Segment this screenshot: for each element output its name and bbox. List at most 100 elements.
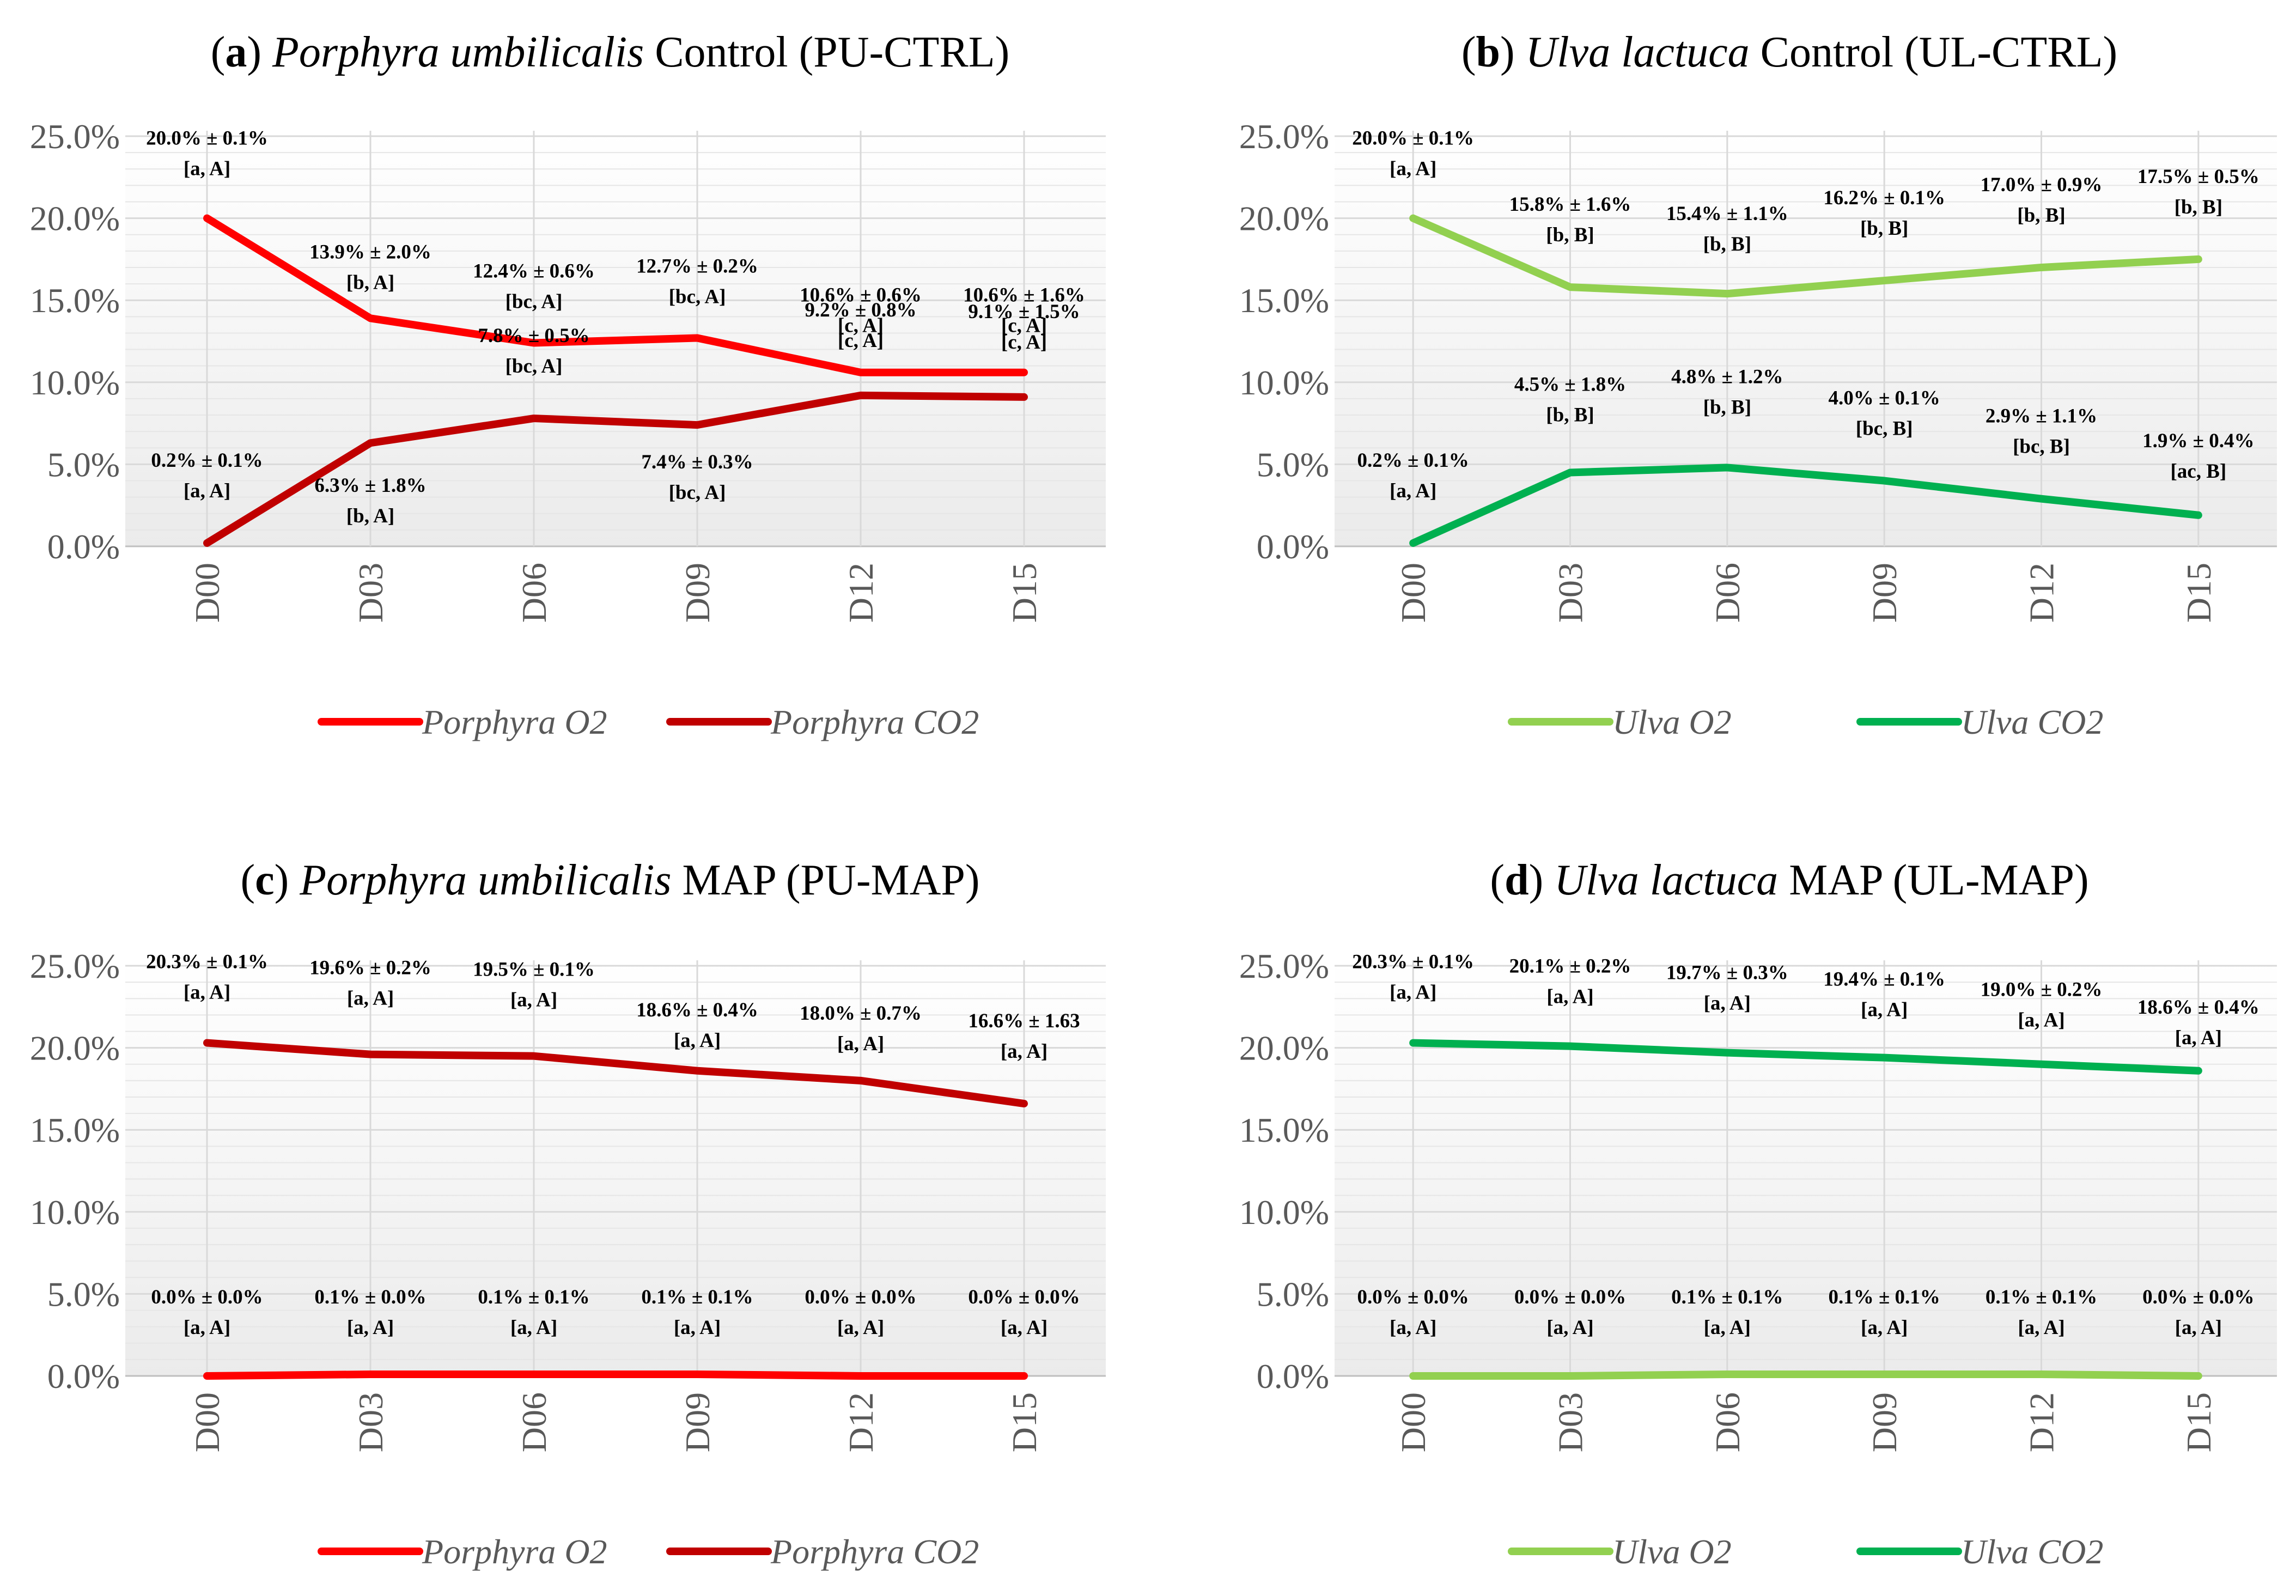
data-label-group: [a, A]	[837, 1317, 884, 1339]
data-label-value: 20.0% ± 0.1%	[146, 127, 268, 150]
data-label-group: [a, A]	[674, 1030, 721, 1052]
data-label: 20.1% ± 0.2% [a, A]	[1509, 955, 1631, 1008]
y-tick-label: 15.0%	[30, 1111, 120, 1149]
data-label-value: 16.6% ± 1.63	[968, 1010, 1080, 1032]
data-label-group: [a, A]	[1861, 999, 1908, 1021]
data-label-value: 10.6% ± 1.6%	[963, 284, 1085, 307]
x-tick-label: D09	[1865, 563, 1904, 623]
data-label-group: [a, A]	[1001, 1040, 1047, 1063]
data-label-value: 0.0% ± 0.0%	[1514, 1286, 1626, 1308]
y-tick-label: 0.0%	[47, 527, 120, 566]
data-label-value: 4.5% ± 1.8%	[1514, 373, 1626, 395]
data-label: 20.0% ± 0.1% [a, A]	[1352, 127, 1474, 180]
data-label-value: 0.1% ± 0.1%	[1829, 1286, 1940, 1308]
data-label-group: [b, A]	[346, 271, 394, 294]
data-label-group: [a, A]	[1546, 986, 1593, 1008]
title-species: Ulva lactuca	[1554, 856, 1778, 904]
data-label: 0.1% ± 0.0% [a, A]	[314, 1286, 426, 1339]
y-tick-label: 25.0%	[1239, 117, 1329, 156]
data-label: 0.0% ± 0.0% [a, A]	[151, 1286, 263, 1339]
title-letter: d	[1505, 856, 1529, 904]
title-letter: b	[1476, 28, 1501, 76]
y-tick-label: 25.0%	[1239, 947, 1329, 985]
data-label-group: [c, A]	[838, 330, 884, 352]
x-tick-label: D00	[188, 563, 227, 623]
y-tick-label: 5.0%	[47, 1275, 120, 1313]
data-label-group: [bc, B]	[1856, 418, 1913, 440]
data-label-value: 18.6% ± 0.4%	[2137, 996, 2260, 1019]
data-label: 1.9% ± 0.4% [ac, B]	[2142, 430, 2254, 483]
data-label: 20.3% ± 0.1% [a, A]	[1352, 951, 1474, 1004]
data-label: 2.9% ± 1.1% [bc, B]	[1986, 405, 2097, 458]
data-label: 19.6% ± 0.2% [a, A]	[309, 957, 431, 1010]
data-label-group: [bc, A]	[669, 285, 726, 308]
title-rest: Control (UL-CTRL)	[1750, 28, 2117, 76]
title-paren: (	[1490, 856, 1505, 904]
y-tick-label: 5.0%	[1257, 1275, 1329, 1313]
series-line-1	[1409, 1039, 2202, 1075]
data-label-group: [a, A]	[1861, 1317, 1908, 1339]
data-label-value: 19.0% ± 0.2%	[1981, 979, 2103, 1001]
y-tick-label: 25.0%	[30, 117, 120, 156]
data-label-group: [b, B]	[1703, 233, 1751, 255]
data-label-group: [bc, A]	[506, 355, 563, 377]
legend-label: Ulva CO2	[1961, 703, 2103, 741]
data-label-value: 12.4% ± 0.6%	[473, 260, 595, 283]
data-label-value: 13.9% ± 2.0%	[309, 241, 431, 263]
data-label-value: 1.9% ± 0.4%	[2142, 430, 2254, 452]
data-label: 4.5% ± 1.8% [b, B]	[1514, 373, 1626, 426]
data-label-group: [a, A]	[2175, 1027, 2222, 1049]
legend-label: Porphyra O2	[422, 1532, 607, 1571]
data-label-group: [b, B]	[2175, 196, 2222, 218]
data-label-value: 7.8% ± 0.5%	[478, 325, 589, 347]
data-label-group: [a, A]	[510, 989, 557, 1012]
data-label-group: [ac, B]	[2170, 460, 2226, 483]
data-label: 0.2% ± 0.1% [a, A]	[1357, 449, 1469, 502]
data-label: 0.0% ± 0.0% [a, A]	[968, 1286, 1080, 1339]
data-label-value: 0.0% ± 0.0%	[805, 1286, 916, 1308]
title-species: Porphyra umbilicalis	[299, 856, 671, 904]
data-label-value: 4.0% ± 0.1%	[1829, 387, 1940, 410]
data-label: 16.6% ± 1.63 [a, A]	[968, 1010, 1080, 1063]
data-label-group: [a, A]	[347, 1317, 394, 1339]
x-tick-label: D03	[351, 563, 390, 623]
title-species: Ulva lactuca	[1526, 28, 1750, 76]
data-label: 18.6% ± 0.4% [a, A]	[636, 999, 758, 1052]
data-label-value: 10.6% ± 0.6%	[800, 284, 922, 307]
data-label-group: [a, A]	[1390, 158, 1436, 180]
data-label: 15.4% ± 1.1% [b, B]	[1666, 203, 1788, 255]
chart-title: (b) Ulva lactuca Control (UL-CTRL)	[1461, 28, 2117, 76]
series-line-0	[203, 1370, 1028, 1380]
y-tick-label: 20.0%	[30, 1029, 120, 1068]
data-label-group: [a, A]	[184, 480, 230, 502]
data-label: 18.6% ± 0.4% [a, A]	[2137, 996, 2260, 1049]
data-label: 0.1% ± 0.1% [a, A]	[1986, 1286, 2097, 1339]
data-label-value: 0.0% ± 0.0%	[1357, 1286, 1469, 1308]
data-label-group: [bc, A]	[506, 291, 563, 313]
y-tick-label: 10.0%	[1239, 1193, 1329, 1232]
data-label-value: 17.0% ± 0.9%	[1981, 174, 2103, 196]
data-label-value: 18.6% ± 0.4%	[636, 999, 758, 1021]
y-tick-label: 0.0%	[1257, 527, 1329, 566]
data-label-value: 9.2% ± 0.8%	[805, 299, 916, 321]
y-tick-label: 15.0%	[1239, 281, 1329, 320]
data-label: 0.0% ± 0.0% [a, A]	[805, 1286, 916, 1339]
data-label-value: 9.1% ± 1.5%	[968, 301, 1080, 323]
x-tick-label: D12	[2023, 563, 2061, 623]
data-label-value: 0.1% ± 0.0%	[314, 1286, 426, 1308]
legend-label: Ulva O2	[1612, 1532, 1732, 1571]
series-line-0	[203, 214, 1028, 376]
data-label-value: 0.2% ± 0.1%	[151, 449, 263, 472]
chart-panel-d: 0.0% 5.0% 10.0% 15.0% 20.0% 25.0% D00 D03 D06 D09…	[1239, 856, 2277, 1571]
data-label-group: [a, A]	[2018, 1317, 2064, 1339]
data-label: 4.8% ± 1.2% [b, B]	[1671, 366, 1783, 418]
chart-title: (c) Porphyra umbilicalis MAP (PU-MAP)	[241, 856, 980, 904]
data-label: 0.1% ± 0.1% [a, A]	[478, 1286, 589, 1339]
x-tick-label: D06	[1708, 1392, 1747, 1452]
y-tick-label: 0.0%	[47, 1357, 120, 1396]
y-tick-label: 20.0%	[30, 199, 120, 238]
data-label-value: 18.0% ± 0.7%	[800, 1002, 922, 1025]
data-label-group: [a, A]	[1704, 992, 1751, 1015]
series-line-1	[1409, 464, 2202, 547]
data-label-group: [a, A]	[184, 982, 230, 1004]
